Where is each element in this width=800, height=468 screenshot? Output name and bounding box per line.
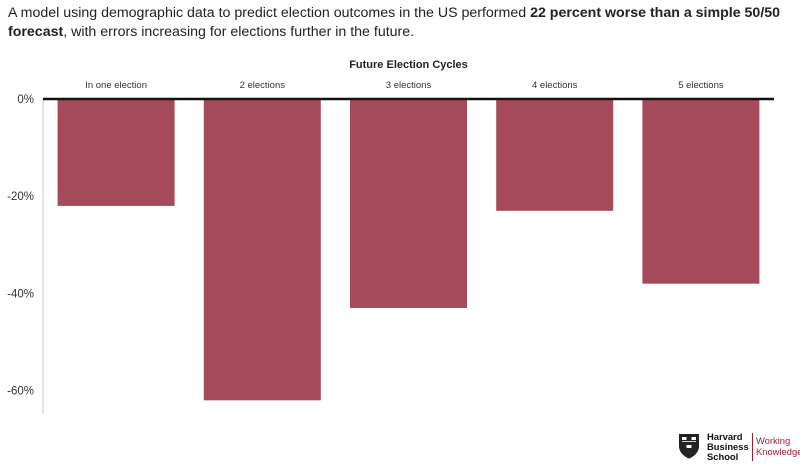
working-knowledge-wordmark: Working Knowledge <box>756 435 800 457</box>
hbs-working-knowledge-logo: Harvard Business School Working Knowledg… <box>678 432 800 464</box>
x-tick-label: 4 elections <box>532 80 578 91</box>
x-tick-label: 5 elections <box>678 80 724 91</box>
x-tick-label: 2 elections <box>240 80 286 91</box>
bar <box>203 99 321 401</box>
y-tick-label: 0% <box>17 94 34 106</box>
bar <box>496 99 614 211</box>
wk-line-2: Knowledge <box>756 446 800 457</box>
chart-title: A model using demographic data to predic… <box>8 4 792 42</box>
logo-divider <box>752 433 753 461</box>
bar <box>350 99 467 308</box>
bar <box>57 99 175 206</box>
x-tick-label: 3 elections <box>386 80 432 91</box>
hbs-line-3: School <box>707 451 739 462</box>
wk-line-1: Working <box>756 435 791 446</box>
title-text-end: , with errors increasing for elections f… <box>63 24 415 40</box>
bar <box>642 99 760 284</box>
y-tick-label: -20% <box>7 191 34 203</box>
hbs-line-2: Business <box>707 441 749 452</box>
hbs-line-1: Harvard <box>707 431 743 442</box>
hbs-wordmark: Harvard Business School <box>707 432 749 462</box>
y-tick-label: -60% <box>7 386 34 398</box>
x-axis-title: Future Election Cycles <box>349 59 468 71</box>
y-tick-label: -40% <box>7 288 34 300</box>
title-text: A model using demographic data to predic… <box>8 5 531 21</box>
hbs-shield-icon <box>679 434 699 459</box>
x-tick-label: In one election <box>85 80 147 91</box>
title-emphasis: 22 percent worse than a simple 50/50 for… <box>8 5 781 40</box>
bar-chart: Future Election Cycles 0% -20% -40% -60% In o… <box>7 59 774 414</box>
